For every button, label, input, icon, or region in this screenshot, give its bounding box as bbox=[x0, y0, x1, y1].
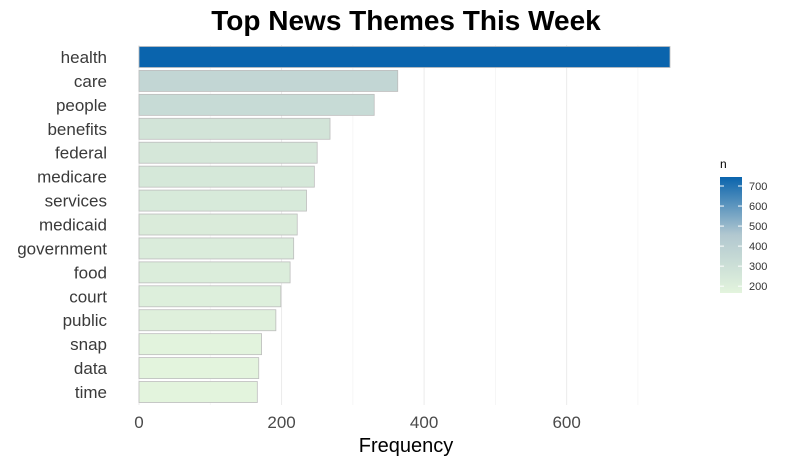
x-tick-label: 200 bbox=[267, 413, 295, 432]
y-tick-label: time bbox=[75, 383, 107, 402]
bar-people bbox=[138, 93, 375, 116]
x-tick-label: 600 bbox=[552, 413, 580, 432]
y-tick-label: data bbox=[74, 359, 108, 378]
bar-data bbox=[138, 357, 260, 379]
legend-tick-label: 300 bbox=[749, 261, 767, 273]
bar-medicaid bbox=[138, 213, 298, 236]
color-legend: n 200 300 400 500 600 700 bbox=[720, 157, 767, 293]
y-tick-label: government bbox=[17, 239, 107, 258]
bar-services bbox=[138, 189, 307, 212]
legend-tick-label: 600 bbox=[749, 201, 767, 213]
legend-tick-label: 200 bbox=[749, 281, 767, 293]
y-axis-tick-labels: health care people benefits federal medicare s… bbox=[17, 48, 107, 402]
y-tick-label: court bbox=[69, 287, 107, 306]
x-tick-label: 400 bbox=[410, 413, 438, 432]
bar-federal bbox=[138, 141, 318, 164]
y-tick-label: care bbox=[74, 72, 107, 91]
y-tick-label: medicare bbox=[37, 168, 107, 187]
legend-tick-label: 400 bbox=[749, 241, 767, 253]
legend-colorbar bbox=[720, 177, 742, 293]
y-tick-label: medicaid bbox=[39, 216, 107, 235]
bar-time bbox=[138, 381, 258, 403]
legend-tick-label: 500 bbox=[749, 221, 767, 233]
legend-title: n bbox=[720, 157, 727, 171]
bar-food bbox=[138, 261, 291, 284]
y-tick-label: health bbox=[61, 48, 107, 67]
bar-medicare bbox=[138, 165, 315, 188]
bar-care bbox=[138, 70, 399, 92]
chart-title: Top News Themes This Week bbox=[211, 5, 601, 36]
bar-snap bbox=[138, 333, 262, 356]
y-tick-label: food bbox=[74, 263, 107, 282]
x-axis-tick-labels: 0 200 400 600 bbox=[134, 413, 581, 432]
bar-public bbox=[138, 309, 277, 332]
x-tick-label: 0 bbox=[134, 413, 143, 432]
y-tick-label: public bbox=[63, 311, 108, 330]
x-axis-label: Frequency bbox=[359, 435, 454, 457]
y-tick-label: services bbox=[45, 192, 107, 211]
y-tick-label: snap bbox=[70, 335, 107, 354]
bar-court bbox=[138, 285, 282, 308]
y-tick-label: people bbox=[56, 96, 107, 115]
bar-benefits bbox=[138, 117, 331, 140]
y-tick-label: benefits bbox=[47, 120, 107, 139]
bar-health bbox=[138, 46, 671, 68]
y-tick-label: federal bbox=[55, 144, 107, 163]
bars bbox=[138, 46, 671, 403]
legend-tick-label: 700 bbox=[749, 181, 767, 193]
bar-government bbox=[138, 237, 295, 260]
